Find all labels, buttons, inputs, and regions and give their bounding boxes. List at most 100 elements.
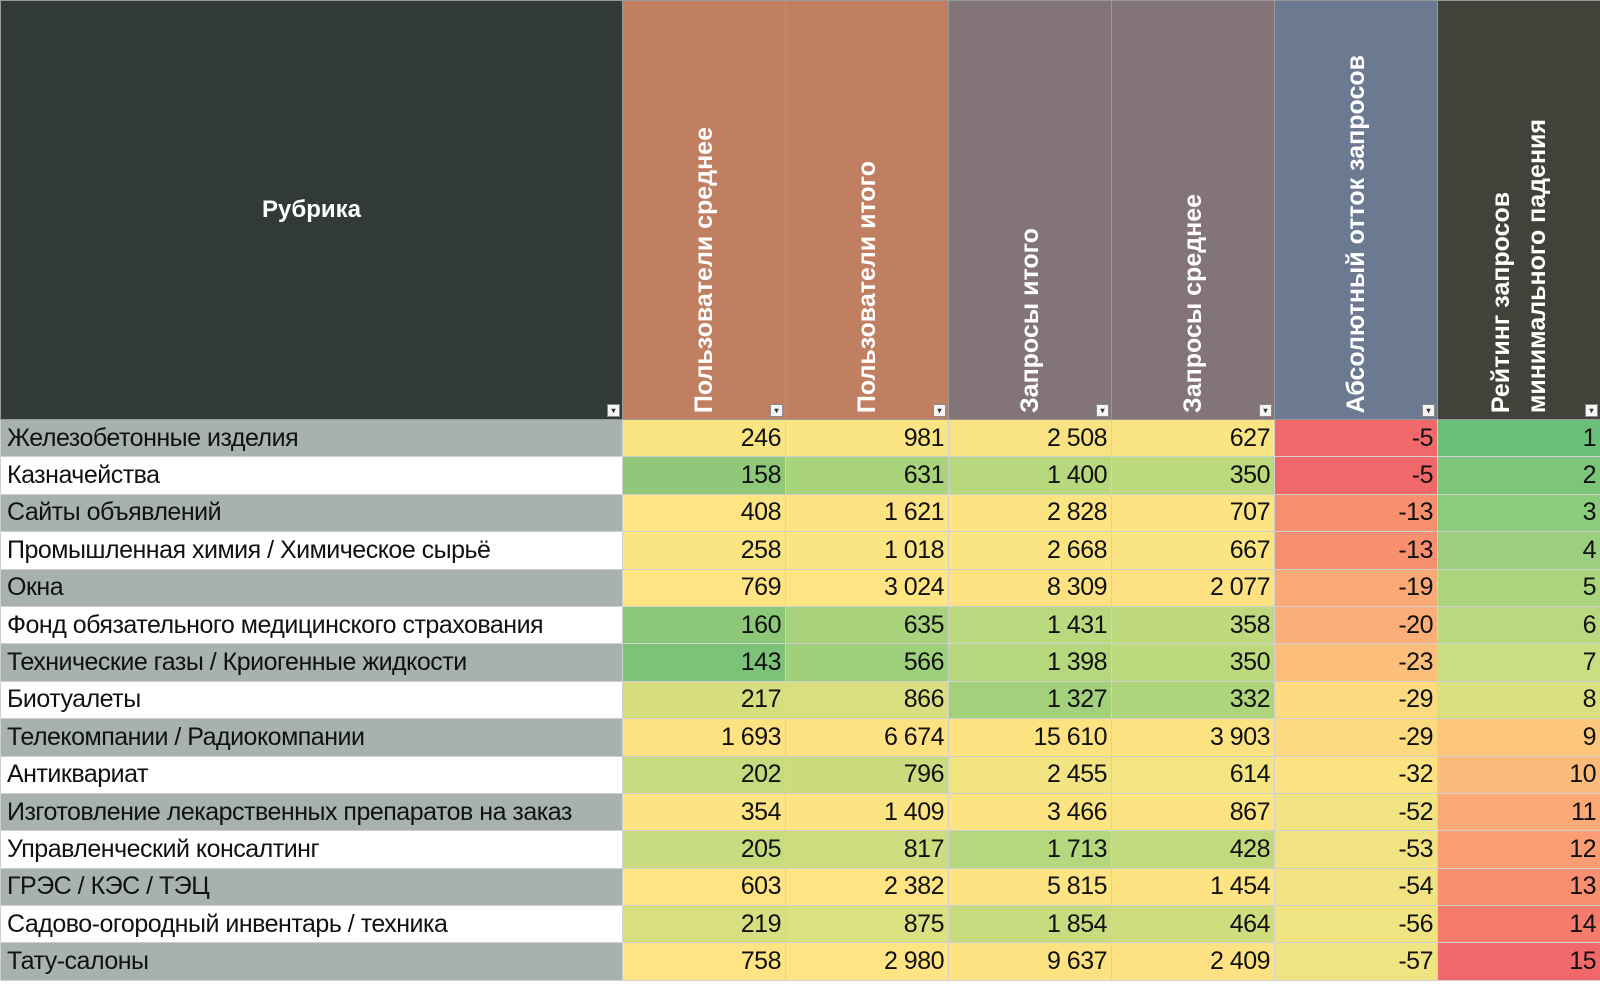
rubric-cell[interactable]: Фонд обязательного медицинского страхова… xyxy=(0,605,623,645)
value-cell[interactable]: 11 xyxy=(1437,792,1600,832)
value-cell[interactable]: 258 xyxy=(622,531,786,570)
value-cell[interactable]: 5 xyxy=(1437,568,1600,607)
value-cell[interactable]: 158 xyxy=(622,456,786,495)
rubric-cell[interactable]: Сайты объявлений xyxy=(0,493,623,533)
rubric-cell[interactable]: ГРЭС / КЭС / ТЭЦ xyxy=(0,867,623,907)
value-cell[interactable]: -19 xyxy=(1274,568,1438,607)
value-cell[interactable]: 350 xyxy=(1111,643,1275,682)
value-cell[interactable]: -52 xyxy=(1274,792,1438,832)
value-cell[interactable]: -32 xyxy=(1274,755,1438,794)
value-cell[interactable]: 2 828 xyxy=(948,493,1112,533)
dropdown-arrow-icon[interactable]: ▾ xyxy=(1585,404,1598,417)
header-col-4[interactable]: Запросы среднее ▾ xyxy=(1111,0,1275,420)
dropdown-arrow-icon[interactable]: ▾ xyxy=(1259,404,1272,417)
value-cell[interactable]: 13 xyxy=(1437,867,1600,907)
value-cell[interactable]: 15 xyxy=(1437,942,1600,981)
rubric-cell[interactable]: Железобетонные изделия xyxy=(0,418,623,458)
value-cell[interactable]: -23 xyxy=(1274,643,1438,682)
dropdown-arrow-icon[interactable]: ▾ xyxy=(933,404,946,417)
value-cell[interactable]: 1 400 xyxy=(948,456,1112,495)
dropdown-arrow-icon[interactable]: ▾ xyxy=(1422,404,1435,417)
value-cell[interactable]: 217 xyxy=(622,680,786,720)
value-cell[interactable]: 354 xyxy=(622,792,786,832)
value-cell[interactable]: -57 xyxy=(1274,942,1438,981)
value-cell[interactable]: 707 xyxy=(1111,493,1275,533)
value-cell[interactable]: 8 xyxy=(1437,680,1600,720)
dropdown-arrow-icon[interactable]: ▾ xyxy=(1096,404,1109,417)
rubric-cell[interactable]: Управленческий консалтинг xyxy=(0,830,623,869)
value-cell[interactable]: 332 xyxy=(1111,680,1275,720)
value-cell[interactable]: 1 327 xyxy=(948,680,1112,720)
value-cell[interactable]: 981 xyxy=(785,418,949,458)
value-cell[interactable]: 2 668 xyxy=(948,531,1112,570)
value-cell[interactable]: -29 xyxy=(1274,680,1438,720)
value-cell[interactable]: 631 xyxy=(785,456,949,495)
value-cell[interactable]: -53 xyxy=(1274,830,1438,869)
value-cell[interactable]: 667 xyxy=(1111,531,1275,570)
rubric-cell[interactable]: Телекомпании / Радиокомпании xyxy=(0,718,623,757)
value-cell[interactable]: -20 xyxy=(1274,605,1438,645)
value-cell[interactable]: 614 xyxy=(1111,755,1275,794)
value-cell[interactable]: 5 815 xyxy=(948,867,1112,907)
header-col-2[interactable]: Пользователи итого ▾ xyxy=(785,0,949,420)
value-cell[interactable]: 202 xyxy=(622,755,786,794)
value-cell[interactable]: 428 xyxy=(1111,830,1275,869)
value-cell[interactable]: 408 xyxy=(622,493,786,533)
value-cell[interactable]: 246 xyxy=(622,418,786,458)
value-cell[interactable]: 2 455 xyxy=(948,755,1112,794)
value-cell[interactable]: 635 xyxy=(785,605,949,645)
header-col-5[interactable]: Абсолютный отток запросов ▾ xyxy=(1274,0,1438,420)
rubric-cell[interactable]: Садово-огородный инвентарь / техника xyxy=(0,905,623,944)
rubric-cell[interactable]: Технические газы / Криогенные жидкости xyxy=(0,643,623,682)
value-cell[interactable]: 14 xyxy=(1437,905,1600,944)
value-cell[interactable]: 350 xyxy=(1111,456,1275,495)
value-cell[interactable]: 867 xyxy=(1111,792,1275,832)
value-cell[interactable]: 1 454 xyxy=(1111,867,1275,907)
value-cell[interactable]: 1 018 xyxy=(785,531,949,570)
value-cell[interactable]: -54 xyxy=(1274,867,1438,907)
rubric-cell[interactable]: Тату-салоны xyxy=(0,942,623,981)
value-cell[interactable]: -56 xyxy=(1274,905,1438,944)
value-cell[interactable]: 627 xyxy=(1111,418,1275,458)
value-cell[interactable]: 796 xyxy=(785,755,949,794)
value-cell[interactable]: 8 309 xyxy=(948,568,1112,607)
value-cell[interactable]: 2 382 xyxy=(785,867,949,907)
rubric-cell[interactable]: Окна xyxy=(0,568,623,607)
value-cell[interactable]: 817 xyxy=(785,830,949,869)
value-cell[interactable]: 2 508 xyxy=(948,418,1112,458)
value-cell[interactable]: 1 854 xyxy=(948,905,1112,944)
value-cell[interactable]: -29 xyxy=(1274,718,1438,757)
value-cell[interactable]: 15 610 xyxy=(948,718,1112,757)
rubric-cell[interactable]: Антиквариат xyxy=(0,755,623,794)
value-cell[interactable]: 358 xyxy=(1111,605,1275,645)
value-cell[interactable]: -5 xyxy=(1274,418,1438,458)
dropdown-arrow-icon[interactable]: ▾ xyxy=(607,404,620,417)
value-cell[interactable]: 6 674 xyxy=(785,718,949,757)
value-cell[interactable]: 160 xyxy=(622,605,786,645)
value-cell[interactable]: 2 xyxy=(1437,456,1600,495)
value-cell[interactable]: 1 713 xyxy=(948,830,1112,869)
value-cell[interactable]: 2 077 xyxy=(1111,568,1275,607)
value-cell[interactable]: 9 637 xyxy=(948,942,1112,981)
value-cell[interactable]: 1 409 xyxy=(785,792,949,832)
value-cell[interactable]: 9 xyxy=(1437,718,1600,757)
value-cell[interactable]: 2 409 xyxy=(1111,942,1275,981)
rubric-cell[interactable]: Промышленная химия / Химическое сырьё xyxy=(0,531,623,570)
value-cell[interactable]: 1 xyxy=(1437,418,1600,458)
value-cell[interactable]: 3 466 xyxy=(948,792,1112,832)
value-cell[interactable]: -5 xyxy=(1274,456,1438,495)
value-cell[interactable]: 1 431 xyxy=(948,605,1112,645)
value-cell[interactable]: 2 980 xyxy=(785,942,949,981)
value-cell[interactable]: 6 xyxy=(1437,605,1600,645)
value-cell[interactable]: 464 xyxy=(1111,905,1275,944)
value-cell[interactable]: 3 xyxy=(1437,493,1600,533)
value-cell[interactable]: 10 xyxy=(1437,755,1600,794)
header-rubric[interactable]: Рубрика ▾ xyxy=(0,0,623,420)
header-col-6[interactable]: Рейтинг запросов минимального падения ▾ xyxy=(1437,0,1600,420)
rubric-cell[interactable]: Казначейства xyxy=(0,456,623,495)
value-cell[interactable]: 7 xyxy=(1437,643,1600,682)
rubric-cell[interactable]: Биотуалеты xyxy=(0,680,623,720)
value-cell[interactable]: 205 xyxy=(622,830,786,869)
rubric-cell[interactable]: Изготовление лекарственных препаратов на… xyxy=(0,792,623,832)
dropdown-arrow-icon[interactable]: ▾ xyxy=(770,404,783,417)
